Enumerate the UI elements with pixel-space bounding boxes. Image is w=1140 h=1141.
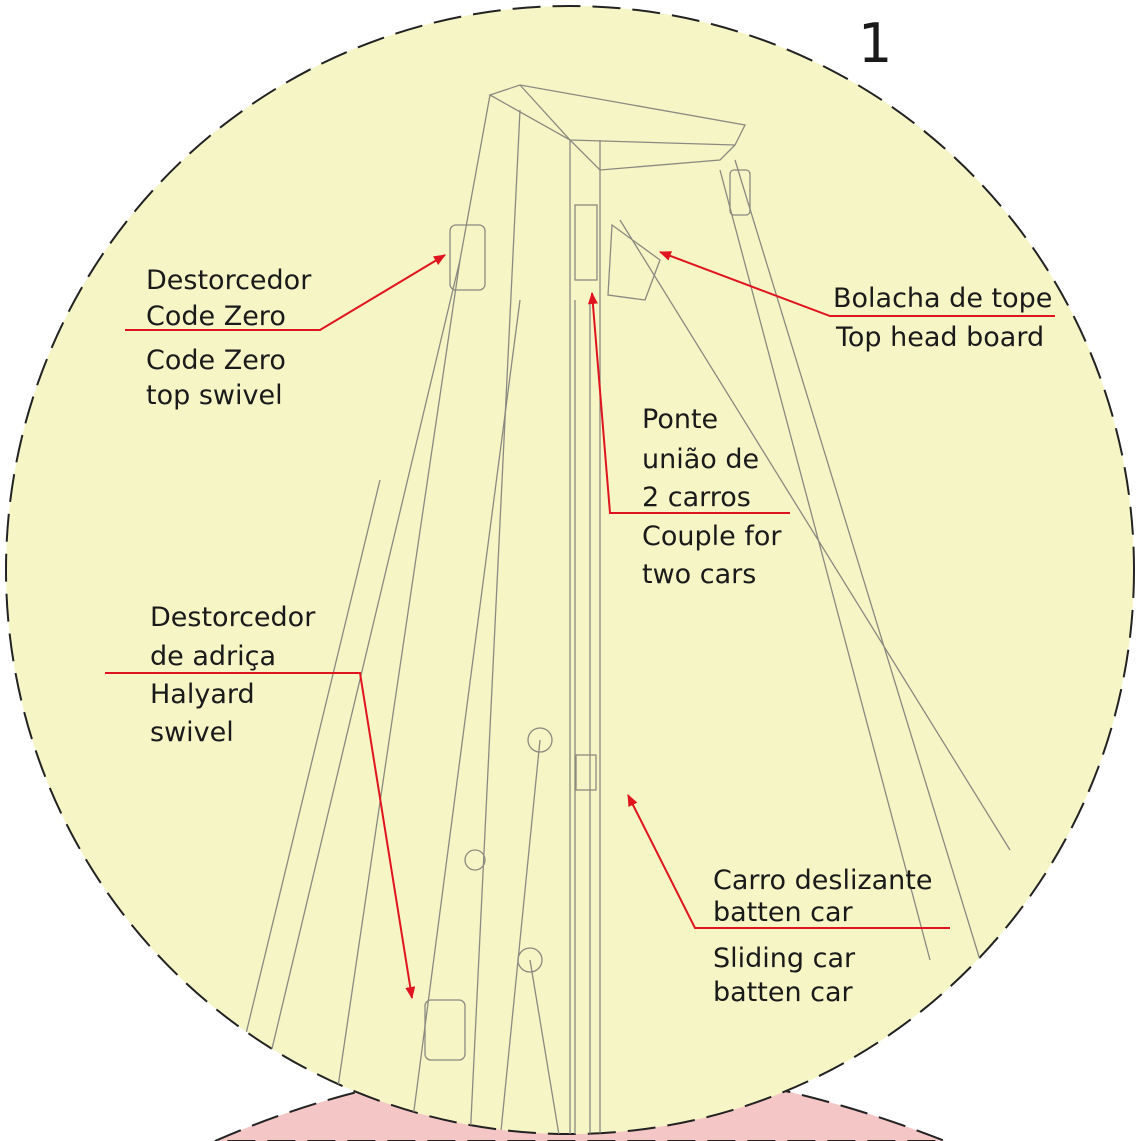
label-line: top swivel <box>146 380 283 411</box>
label-line: Destorcedor <box>150 602 316 633</box>
label-line: Code Zero <box>146 301 286 332</box>
label-line: Ponte <box>642 404 718 435</box>
label-line: união de <box>642 444 759 475</box>
label-line: 2 carros <box>642 482 751 513</box>
label-line: Destorcedor <box>146 265 312 296</box>
label-line: two cars <box>642 559 756 590</box>
label-line: de adriça <box>150 641 276 672</box>
figure-number: 1 <box>858 12 892 75</box>
label-line: Carro deslizante <box>713 865 932 896</box>
label-line: batten car <box>713 977 854 1008</box>
diagram: 1 Destorcedor Code Zero Code Zero top sw… <box>0 0 1140 1141</box>
label-line: Couple for <box>642 521 782 552</box>
label-line: Sliding car <box>713 943 856 974</box>
label-line: Halyard <box>150 679 255 710</box>
label-line: Code Zero <box>146 345 286 376</box>
label-line: Bolacha de tope <box>833 283 1052 314</box>
label-line: batten car <box>713 897 854 928</box>
label-line: swivel <box>150 717 234 748</box>
label-line: Top head board <box>835 322 1044 353</box>
